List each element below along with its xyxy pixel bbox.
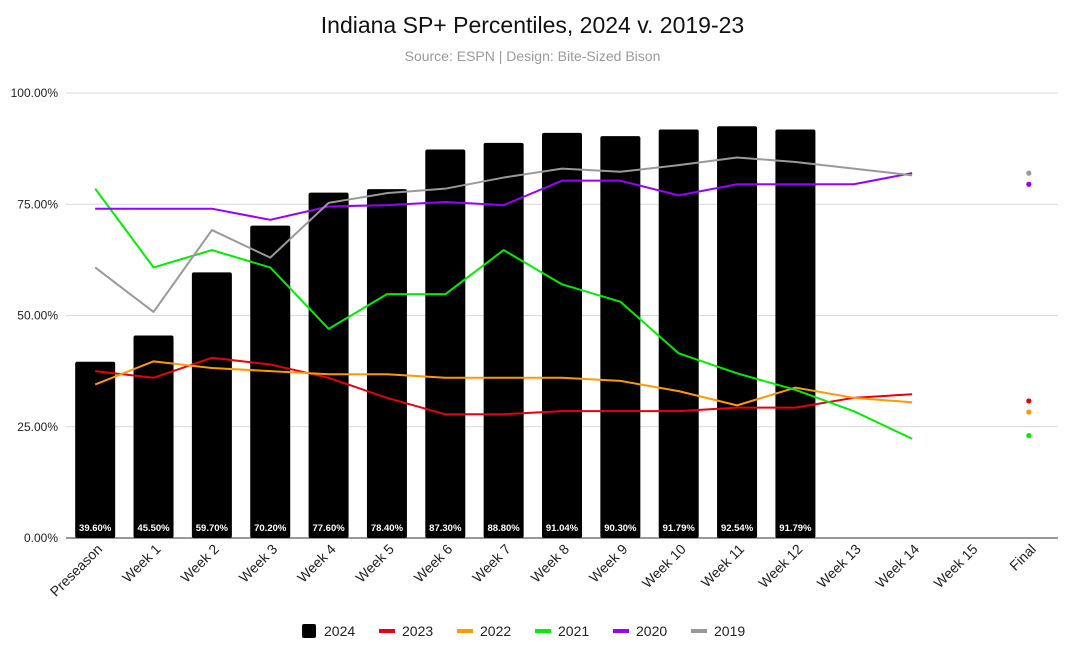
- x-tick-label: Preseason: [47, 541, 106, 600]
- legend-swatch-2020: [613, 629, 629, 633]
- x-tick-label: Week 12: [755, 541, 805, 591]
- final-point-2023: [1026, 398, 1032, 404]
- y-tick-label: 75.00%: [17, 197, 58, 211]
- x-tick-label: Week 5: [352, 541, 397, 586]
- bar-data-label: 91.79%: [779, 523, 812, 534]
- legend-swatch-2022: [457, 629, 473, 633]
- y-tick-label: 25.00%: [17, 420, 58, 434]
- chart-subtitle: Source: ESPN | Design: Bite-Sized Bison: [404, 48, 661, 64]
- legend-label-2021: 2021: [558, 623, 589, 639]
- bar-2024: [775, 129, 816, 539]
- x-tick-label: Final: [1006, 541, 1039, 574]
- x-tick-label: Week 7: [469, 541, 514, 586]
- bar-data-label: 59.70%: [196, 523, 229, 534]
- bar-2024: [133, 335, 174, 538]
- line-series-2020: [95, 172, 913, 221]
- y-tick-label: 100.00%: [11, 86, 59, 100]
- bar-data-label: 90.30%: [604, 523, 637, 534]
- bar-2024: [366, 189, 407, 538]
- final-point-2019: [1026, 170, 1032, 176]
- bar-data-label: 87.30%: [429, 523, 462, 534]
- legend-swatch-2023: [379, 629, 395, 633]
- legend-label-2024: 2024: [324, 623, 355, 639]
- x-tick-label: Week 14: [872, 541, 922, 591]
- bar-2024: [250, 225, 291, 539]
- final-point-2021: [1026, 433, 1032, 439]
- final-point-2020: [1026, 181, 1032, 187]
- final-point-2022: [1026, 409, 1032, 415]
- x-tick-label: Week 1: [119, 541, 164, 586]
- bar-2024: [542, 132, 582, 538]
- x-tick-label: Week 2: [177, 541, 222, 586]
- legend-swatch-2024: [302, 624, 316, 638]
- bar-2024: [191, 272, 232, 538]
- legend-label-2022: 2022: [480, 623, 511, 639]
- y-tick-label: 50.00%: [17, 309, 58, 323]
- x-tick-label: Week 4: [294, 541, 339, 586]
- y-tick-label: 0.00%: [24, 531, 58, 545]
- legend-swatch-2021: [535, 629, 551, 633]
- bar-2024: [717, 126, 758, 539]
- line-series-2019: [94, 156, 913, 313]
- bar-2024: [75, 361, 116, 538]
- bar-data-label: 88.80%: [488, 523, 521, 534]
- chart-title: Indiana SP+ Percentiles, 2024 v. 2019-23: [320, 12, 745, 38]
- bar-data-label: 91.79%: [663, 523, 696, 534]
- bar-2024: [658, 129, 699, 539]
- legend-label-2019: 2019: [714, 623, 745, 639]
- bar-data-label: 77.60%: [312, 523, 345, 534]
- x-tick-label: Week 10: [639, 541, 689, 591]
- legend-label-2020: 2020: [636, 623, 667, 639]
- bar-data-label: 78.40%: [371, 523, 404, 534]
- bar-2024: [308, 192, 349, 538]
- bar-2024: [483, 142, 524, 538]
- line-series-2023: [95, 356, 913, 416]
- legend-swatch-2019: [691, 629, 707, 633]
- legend-label-2023: 2023: [402, 623, 433, 639]
- bar-2024: [425, 149, 466, 538]
- line-series-2022: [94, 360, 913, 407]
- x-tick-label: Week 15: [930, 541, 980, 591]
- bar-data-label: 70.20%: [254, 523, 287, 534]
- bar-data-label: 39.60%: [79, 523, 112, 534]
- x-tick-label: Week 6: [411, 541, 456, 586]
- bar-2024: [600, 136, 641, 539]
- bar-data-label: 91.04%: [546, 523, 579, 534]
- x-tick-label: Week 9: [586, 541, 631, 586]
- bar-data-label: 92.54%: [721, 523, 754, 534]
- line-series-2021: [94, 188, 913, 440]
- x-tick-label: Week 13: [814, 541, 864, 591]
- x-tick-label: Week 3: [236, 541, 281, 586]
- x-tick-label: Week 11: [698, 541, 748, 591]
- bar-data-label: 45.50%: [137, 523, 170, 534]
- x-tick-label: Week 8: [527, 541, 572, 586]
